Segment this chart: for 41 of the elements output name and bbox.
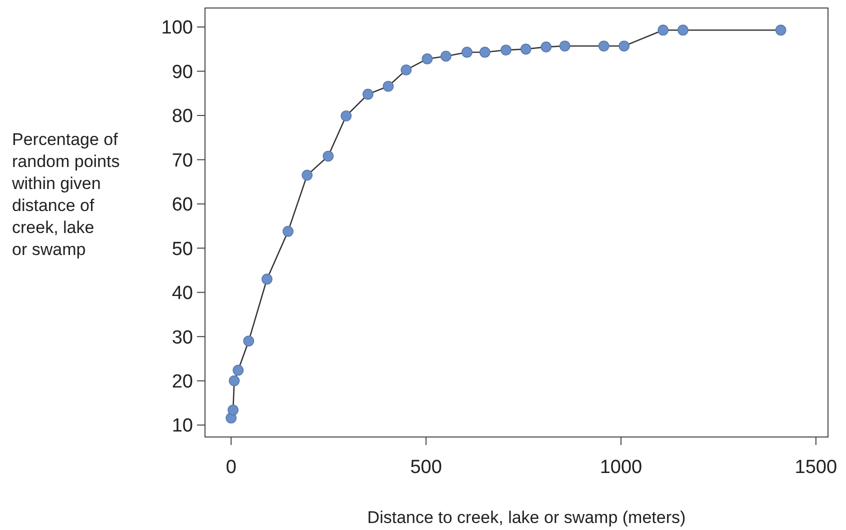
point bbox=[382, 80, 394, 92]
point bbox=[422, 53, 433, 64]
y-tick-label: 90 bbox=[172, 62, 193, 83]
point bbox=[658, 24, 669, 36]
point bbox=[228, 375, 240, 386]
y-tick-label: 100 bbox=[161, 18, 193, 39]
y-tick-label: 60 bbox=[172, 194, 193, 216]
x-tick-label: 500 bbox=[410, 457, 442, 478]
y-axis-title: Percentage of random points within given distance of creek, lake or swamp bbox=[11, 130, 120, 259]
y-tick-label: 20 bbox=[172, 371, 193, 392]
point bbox=[322, 150, 334, 162]
point bbox=[540, 41, 552, 52]
x-tick-label: 1000 bbox=[600, 457, 642, 478]
y-tick-label: 70 bbox=[172, 150, 193, 172]
point bbox=[598, 40, 610, 52]
point bbox=[479, 46, 490, 58]
y-tick-label: 50 bbox=[172, 238, 193, 260]
point bbox=[678, 24, 688, 36]
x-tick-label: 1500 bbox=[794, 457, 838, 478]
point bbox=[400, 64, 412, 76]
point bbox=[462, 46, 472, 58]
x-tick-label: 0 bbox=[226, 457, 236, 478]
y-tick-label: 10 bbox=[172, 416, 193, 437]
x-axis-title: Distance to creek, lake or swamp (meters) bbox=[367, 508, 686, 527]
y-tick-label: 30 bbox=[172, 327, 193, 348]
point bbox=[302, 170, 313, 181]
point bbox=[282, 226, 294, 237]
point bbox=[500, 44, 512, 56]
y-tick-label: 40 bbox=[172, 283, 193, 304]
point bbox=[340, 110, 352, 122]
y-tick-label: 80 bbox=[172, 106, 193, 128]
point bbox=[440, 50, 452, 62]
point bbox=[228, 404, 239, 416]
point bbox=[559, 40, 570, 52]
point bbox=[520, 44, 532, 55]
point bbox=[775, 24, 786, 36]
point bbox=[243, 336, 254, 346]
point bbox=[618, 40, 630, 52]
point bbox=[362, 88, 374, 100]
point bbox=[262, 274, 272, 285]
point bbox=[232, 364, 244, 376]
